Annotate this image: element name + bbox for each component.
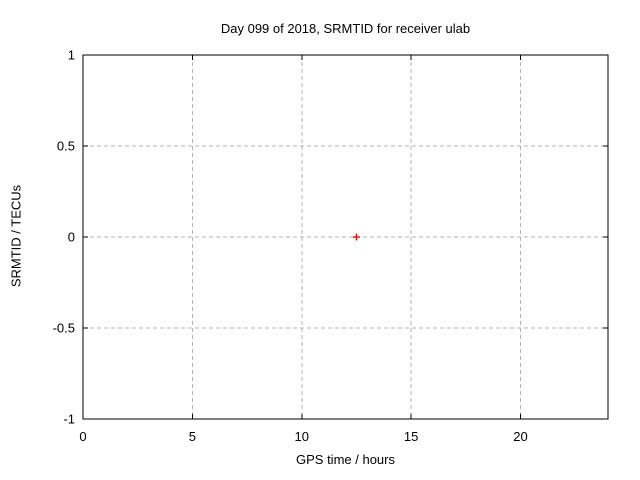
y-tick-label: 1 xyxy=(68,48,75,63)
y-tick-label: -1 xyxy=(63,412,75,427)
x-axis-label: GPS time / hours xyxy=(296,452,395,467)
y-tick-label: 0 xyxy=(68,230,75,245)
x-tick-label: 0 xyxy=(79,429,86,444)
chart-title: Day 099 of 2018, SRMTID for receiver ula… xyxy=(220,21,471,36)
x-tick-label: 15 xyxy=(404,429,418,444)
x-tick-label: 10 xyxy=(295,429,309,444)
y-tick-label: 0.5 xyxy=(57,139,75,154)
y-tick-label: -0.5 xyxy=(53,321,75,336)
x-tick-label: 20 xyxy=(513,429,527,444)
x-tick-label: 5 xyxy=(189,429,196,444)
